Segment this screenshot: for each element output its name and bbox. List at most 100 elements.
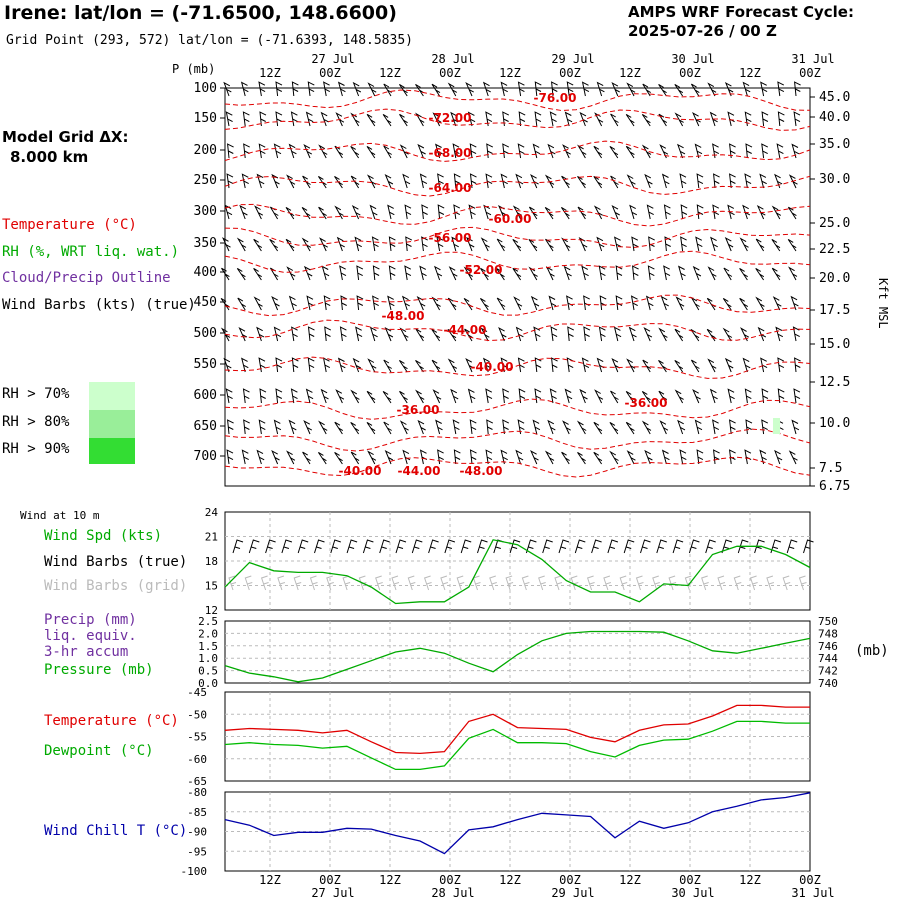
pressure-label: Pressure (mb) <box>44 662 154 678</box>
wind-barb <box>579 388 588 404</box>
wind-barb <box>320 388 329 404</box>
wind-barb <box>431 328 441 342</box>
wind-barb <box>562 144 571 159</box>
wind-barb <box>517 419 525 435</box>
precip-ytick-label: 2.5 <box>198 615 218 628</box>
wind-barb <box>512 205 522 220</box>
bottom-date-label: 29 Jul <box>551 886 594 900</box>
precip-ytick-label: 0.5 <box>198 665 218 678</box>
wind-barb <box>463 266 474 281</box>
wind-barb <box>469 449 477 465</box>
bottom-hour-label: 12Z <box>619 873 641 887</box>
legend-wind-barbs: Wind Barbs (kts) (true) <box>2 297 196 313</box>
wind-barb <box>399 420 409 435</box>
wind-barb <box>626 174 636 189</box>
temperature-contour <box>224 89 811 112</box>
wind-barb <box>609 450 619 465</box>
wind-barb <box>500 81 508 97</box>
model-grid-label: Model Grid ΔX: <box>2 128 129 146</box>
temperature-contour-label: -40.00 <box>471 360 514 374</box>
wind-barb <box>545 238 554 252</box>
wind-barb <box>625 390 635 404</box>
wind-barb <box>372 295 379 311</box>
top-hour-label: 12Z <box>499 66 521 80</box>
wind-barb <box>534 357 542 373</box>
legend-rh70: RH > 70% <box>2 386 70 402</box>
wind-barb <box>275 81 283 97</box>
wind-barb <box>485 388 493 404</box>
top-hour-label: 12Z <box>379 66 401 80</box>
wind-barb <box>498 326 507 342</box>
surface-wind-barb <box>754 539 765 554</box>
wind-barb <box>610 175 619 189</box>
windchill-panel-frame <box>224 791 811 872</box>
wind-barb <box>566 295 574 311</box>
wind-barb <box>480 267 489 281</box>
wind-barb <box>761 388 769 404</box>
wind-barb <box>742 357 751 373</box>
wind-barb <box>594 112 604 127</box>
wind-barb <box>307 357 315 373</box>
wind-barb <box>581 265 589 281</box>
grid-wind-barb <box>521 575 530 591</box>
wind-barb <box>690 83 700 97</box>
station-title: Irene: lat/lon = (-71.6500, 148.6600) <box>4 2 397 24</box>
temperature-contour <box>224 140 811 162</box>
grid-wind-barb <box>391 575 400 591</box>
wind-barb <box>372 265 380 281</box>
grid-wind-barb <box>538 575 546 591</box>
wind-barb <box>496 238 506 252</box>
wind-barb <box>577 175 586 189</box>
wind-barb <box>322 357 331 373</box>
grid-wind-barb <box>701 575 709 591</box>
wind-barb <box>223 81 232 97</box>
wind-barb <box>258 419 266 435</box>
pressure-ytick-label: 748 <box>818 627 838 640</box>
wind-barb <box>435 419 443 435</box>
wind-barb <box>744 449 752 465</box>
wind-barb <box>692 265 702 281</box>
wind-barb <box>467 388 476 404</box>
height-tick-label: 30.0 <box>819 172 850 187</box>
wind-barb <box>302 175 311 189</box>
wind-barb <box>728 173 736 189</box>
height-tick-label: 10.0 <box>819 416 850 431</box>
windchill-ytick-label: -100 <box>181 865 208 878</box>
height-tick-label: 20.0 <box>819 271 850 286</box>
wind-barb <box>486 419 494 435</box>
surface-wind-barb <box>688 539 700 554</box>
wind-barb <box>593 145 603 159</box>
wind-barb <box>712 143 720 159</box>
wind-barb <box>583 295 590 311</box>
wind-barb <box>706 328 716 342</box>
wind-barb <box>577 206 587 220</box>
grid-wind-barb <box>668 575 677 591</box>
wind-speed-line <box>224 539 811 605</box>
wind-barb <box>679 173 687 189</box>
wind-barb <box>302 451 311 465</box>
wind-barb <box>485 449 493 465</box>
wind-barb <box>275 111 283 127</box>
wind-barb <box>663 265 671 281</box>
rh90-swatch <box>89 438 135 464</box>
wind-barb <box>480 327 490 342</box>
wind-barb <box>335 389 345 404</box>
wind-barb <box>596 81 605 97</box>
wind-barb <box>534 388 542 404</box>
top-date-label: 28 Jul <box>431 52 474 66</box>
wind-barb <box>744 388 752 404</box>
wind-barb <box>256 449 265 465</box>
wind-barb <box>399 327 409 342</box>
wind-barb <box>745 419 753 435</box>
height-tick-label: 12.5 <box>819 375 850 390</box>
temperature-contours <box>224 89 811 478</box>
dewpoint-line <box>224 720 810 771</box>
wind-barb <box>724 81 734 97</box>
wind-barb <box>727 204 735 220</box>
wind-barb <box>226 173 234 189</box>
wind-barb <box>485 111 493 127</box>
surface-wind-barb <box>428 539 439 554</box>
wind-barb <box>435 143 443 159</box>
wind-barb <box>366 390 376 404</box>
wind-barb <box>740 327 750 342</box>
